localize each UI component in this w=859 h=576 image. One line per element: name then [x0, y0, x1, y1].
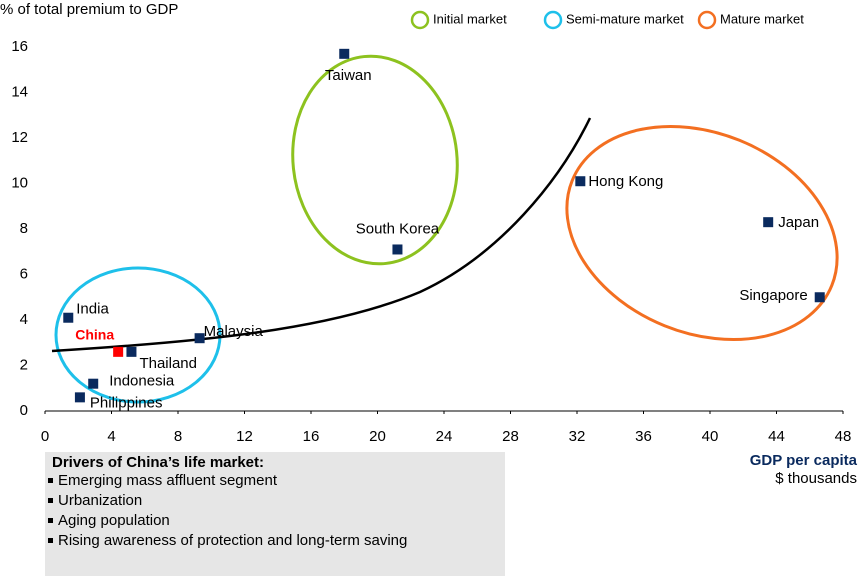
x-tick-label: 12: [236, 428, 253, 445]
point: [126, 346, 137, 357]
y-tick-label: 16: [11, 38, 28, 55]
notes-title: Drivers of China’s life market:: [52, 454, 264, 471]
notes-item: Urbanization: [58, 492, 142, 509]
point-label: Singapore: [739, 287, 807, 304]
notes-box: [45, 452, 505, 576]
point-label: Taiwan: [325, 67, 372, 84]
point: [63, 312, 74, 323]
notes-item: Emerging mass affluent segment: [58, 472, 278, 489]
x-tick-label: 16: [303, 428, 320, 445]
point-label: South Korea: [356, 220, 440, 237]
x-axis-unit: $ thousands: [775, 470, 857, 487]
y-axis-label: % of total premium to GDP: [0, 1, 178, 18]
y-tick-label: 4: [20, 311, 28, 328]
y-tick-label: 6: [20, 265, 28, 282]
legend-label: Mature market: [720, 11, 804, 26]
notes-item: Aging population: [58, 512, 170, 529]
point: [113, 346, 124, 357]
y-tick-label: 14: [11, 83, 28, 100]
bullet: [48, 498, 53, 503]
y-tick-label: 0: [20, 402, 28, 419]
mature-market-ellipse: [565, 124, 839, 342]
point: [575, 176, 586, 187]
semi-mature-ellipse: [54, 266, 222, 404]
x-tick-label: 28: [502, 428, 519, 445]
legend-label: Semi-mature market: [566, 11, 684, 26]
x-tick-label: 36: [635, 428, 652, 445]
y-tick-label: 10: [11, 174, 28, 191]
bullet: [48, 478, 53, 483]
x-tick-label: 32: [569, 428, 586, 445]
legend-symbol: [697, 10, 717, 30]
x-tick-label: 48: [835, 428, 852, 445]
point-label: India: [76, 301, 109, 318]
point-label: Thailand: [139, 355, 197, 372]
bullet: [48, 538, 53, 543]
bullet: [48, 518, 53, 523]
point: [194, 333, 205, 344]
y-tick-label: 2: [20, 356, 28, 373]
x-axis-label: GDP per capita: [750, 452, 858, 469]
x-tick-label: 24: [436, 428, 453, 445]
point-label: Japan: [778, 214, 819, 231]
point-label: Indonesia: [109, 373, 175, 390]
point-label: Hong Kong: [588, 173, 663, 190]
point: [392, 244, 403, 255]
y-tick-label: 8: [20, 220, 28, 237]
x-tick-label: 44: [768, 428, 785, 445]
trend-curve: [51, 117, 592, 353]
point-label: China: [75, 327, 114, 343]
initial-market-ellipse: [291, 54, 459, 266]
point-label: Malaysia: [204, 323, 264, 340]
x-tick-label: 0: [41, 428, 49, 445]
notes-item: Rising awareness of protection and long-…: [58, 532, 407, 549]
y-tick-label: 12: [11, 129, 28, 146]
legend-symbol: [410, 10, 430, 30]
x-tick-label: 4: [107, 428, 115, 445]
point: [74, 392, 85, 403]
point: [88, 378, 99, 389]
legend-symbol: [543, 10, 563, 30]
point: [814, 292, 825, 303]
point: [339, 48, 350, 59]
x-tick-label: 8: [174, 428, 182, 445]
legend-label: Initial market: [433, 11, 507, 26]
x-tick-label: 40: [702, 428, 719, 445]
x-tick-label: 20: [369, 428, 386, 445]
point: [763, 217, 774, 228]
point-label: Philippines: [90, 394, 163, 411]
